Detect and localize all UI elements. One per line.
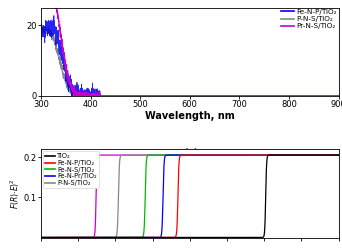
Y-axis label: $F(R)$$\cdot$$E)^2$: $F(R)$$\cdot$$E)^2$ — [9, 178, 22, 209]
Text: b): b) — [57, 152, 69, 162]
Legend: Fe-N-P/TiO₂, P-N-S/TiO₂, Pr-N-S/TiO₂: Fe-N-P/TiO₂, P-N-S/TiO₂, Pr-N-S/TiO₂ — [281, 8, 338, 30]
Legend: TiO₂, Fe-N-P/TiO₂, Fe-N-S/TiO₂, Fe-N-Pr/TiO₂, P-N-S/TiO₂: TiO₂, Fe-N-P/TiO₂, Fe-N-S/TiO₂, Fe-N-Pr/… — [43, 151, 99, 188]
Text: (a): (a) — [182, 147, 198, 157]
X-axis label: Wavelength, nm: Wavelength, nm — [145, 110, 235, 120]
